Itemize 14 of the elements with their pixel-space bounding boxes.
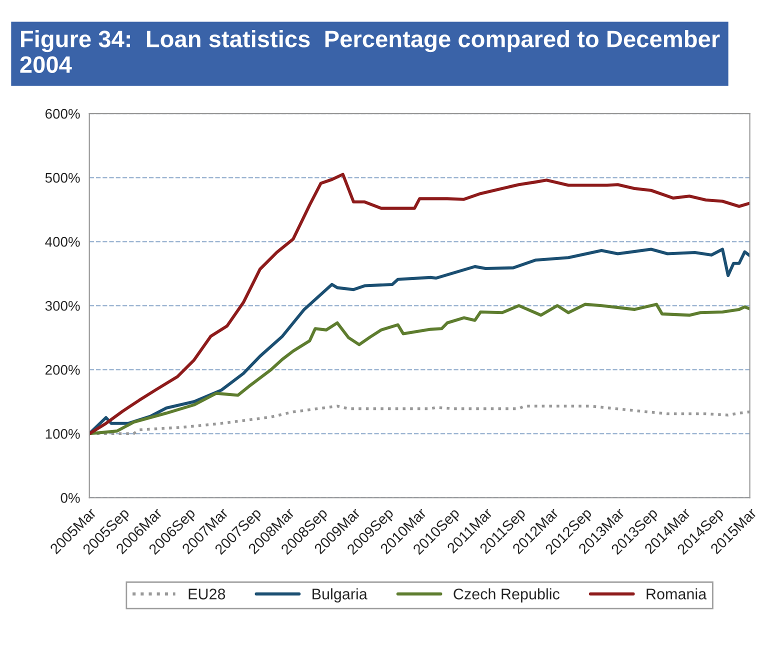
legend-label: Romania — [646, 588, 707, 600]
chart-title: Figure 34: Loan statistics Percentage compared to December 2004 — [20, 30, 720, 73]
y-tick-label: 500% — [45, 172, 80, 183]
line-series — [89, 302, 750, 436]
legend-label: Bulgaria — [312, 588, 368, 602]
y-tick-label: 0% — [60, 492, 80, 503]
y-tick-label: 300% — [45, 300, 80, 311]
y-tick-label: 400% — [45, 236, 80, 247]
legend-label: Czech Republic — [454, 588, 560, 602]
y-tick-label: 600% — [46, 108, 80, 119]
y-tick-label: 100% — [46, 428, 80, 439]
y-tick-label: 200% — [46, 364, 80, 375]
legend-label: EU28 — [188, 588, 226, 600]
line-series — [89, 172, 750, 436]
